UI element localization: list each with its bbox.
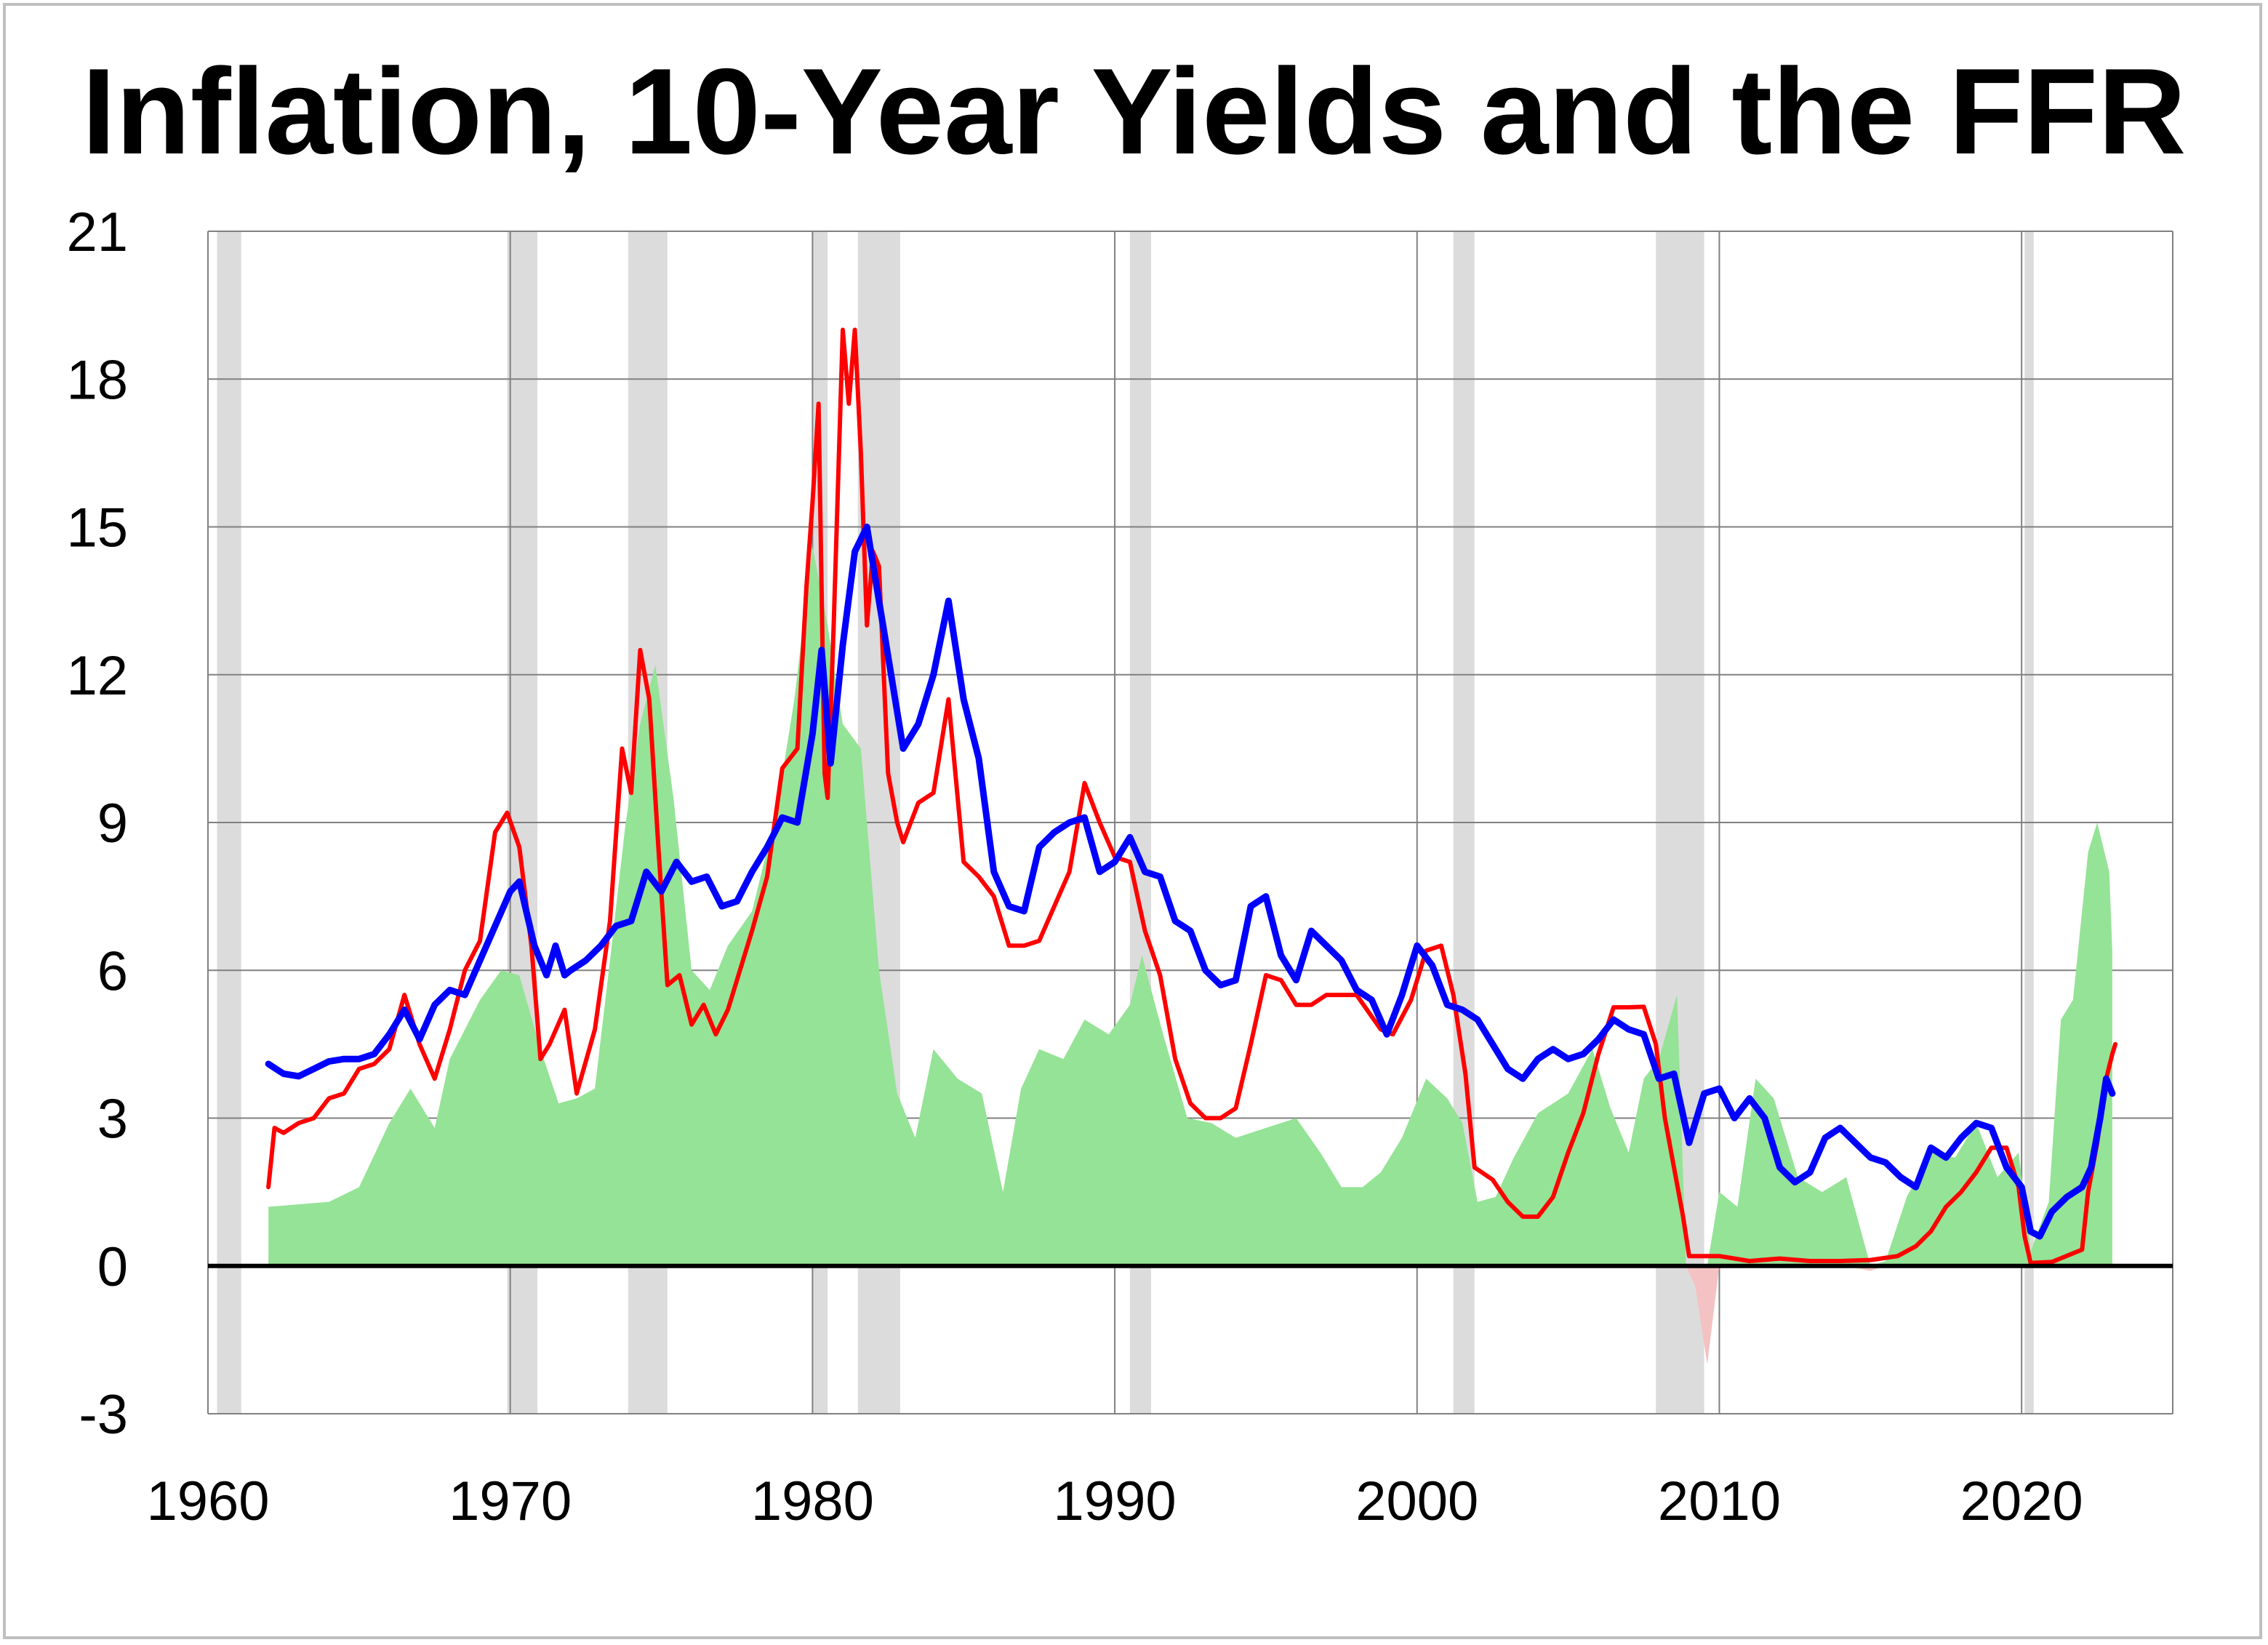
y-tick-label: 9 bbox=[97, 793, 128, 854]
x-tick-label: 1970 bbox=[449, 1470, 572, 1532]
series-layer bbox=[265, 327, 2117, 1365]
ten-year-yield-line bbox=[265, 524, 2116, 1240]
x-tick-label: 1980 bbox=[751, 1470, 874, 1532]
x-tick-label: 1990 bbox=[1054, 1470, 1177, 1532]
y-tick-label: 15 bbox=[66, 497, 128, 559]
y-tick-label: -3 bbox=[79, 1384, 128, 1446]
inflation-area-negative bbox=[268, 1265, 2112, 1365]
y-tick-label: 6 bbox=[97, 940, 128, 1002]
x-tick-label: 2000 bbox=[1355, 1470, 1478, 1532]
x-tick-label: 2020 bbox=[1960, 1470, 2083, 1532]
x-tick-label: 2010 bbox=[1658, 1470, 1781, 1532]
y-tick-label: 0 bbox=[97, 1236, 128, 1298]
x-tick-label: 1960 bbox=[146, 1470, 269, 1532]
y-tick-label: 3 bbox=[97, 1089, 128, 1150]
y-tick-label: 12 bbox=[66, 645, 128, 707]
y-tick-label: 21 bbox=[66, 201, 128, 263]
inflation-area bbox=[268, 546, 2112, 1266]
y-tick-label: 18 bbox=[66, 349, 128, 411]
tick-labels: -3 0 3 6 9 12 15 18 21 1960 1970 1980 1990 2000 2010 20… bbox=[66, 201, 2083, 1532]
chart-title: Inflation, 10-Year Yields and the FFR bbox=[81, 43, 2187, 180]
fed-funds-rate-line bbox=[266, 327, 2117, 1265]
